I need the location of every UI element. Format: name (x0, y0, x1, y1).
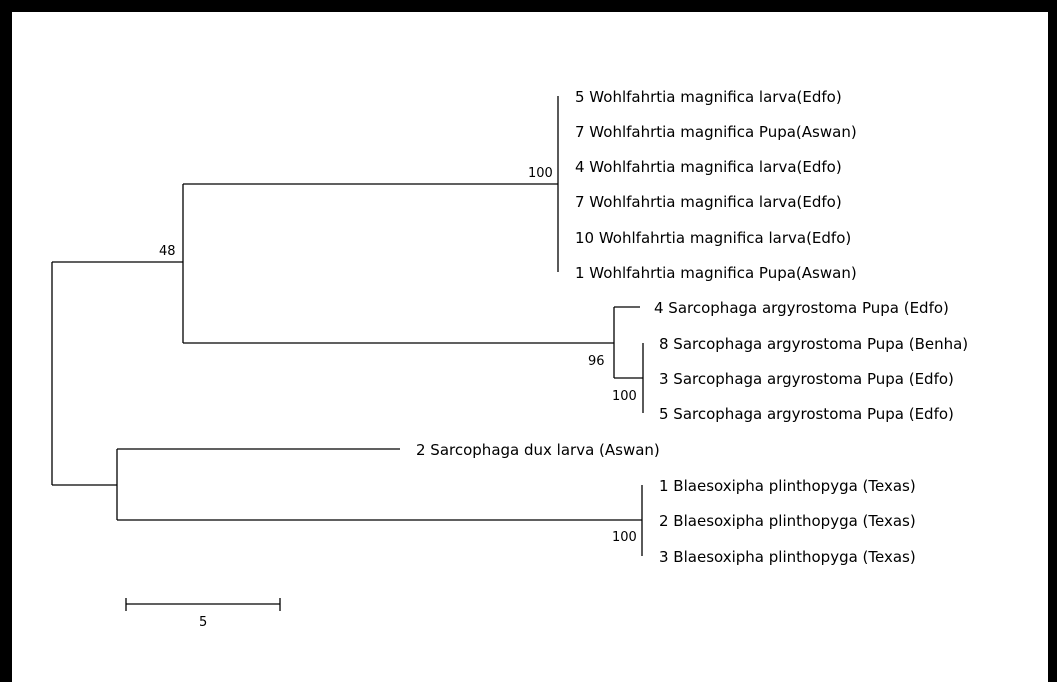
taxon-label: 8 Sarcophaga argyrostoma Pupa (Benha) (659, 335, 968, 353)
taxon-label: 1 Wohlfahrtia magnifica Pupa(Aswan) (575, 264, 857, 282)
support-value-node-96: 96 (588, 354, 605, 369)
support-value-wohlfahrtia: 100 (528, 166, 553, 181)
scale-bar: 5 (125, 598, 281, 630)
taxon-label: 5 Wohlfahrtia magnifica larva(Edfo) (575, 88, 842, 106)
taxon-label: 10 Wohlfahrtia magnifica larva(Edfo) (575, 229, 851, 247)
support-value-s-argyrostoma-subclade: 100 (612, 389, 637, 404)
taxon-label: 3 Blaesoxipha plinthopyga (Texas) (659, 548, 916, 566)
support-value-blaesoxipha: 100 (612, 530, 637, 545)
support-value-node-48: 48 (159, 244, 176, 259)
scale-bar-label: 5 (199, 615, 207, 630)
taxon-label: 1 Blaesoxipha plinthopyga (Texas) (659, 477, 916, 495)
taxon-label: 2 Sarcophaga dux larva (Aswan) (416, 441, 660, 459)
taxon-label: 4 Wohlfahrtia magnifica larva(Edfo) (575, 158, 842, 176)
taxon-label: 4 Sarcophaga argyrostoma Pupa (Edfo) (654, 299, 949, 317)
taxon-label: 5 Sarcophaga argyrostoma Pupa (Edfo) (659, 405, 954, 423)
taxon-label: 7 Wohlfahrtia magnifica Pupa(Aswan) (575, 123, 857, 141)
taxon-label: 7 Wohlfahrtia magnifica larva(Edfo) (575, 193, 842, 211)
taxon-label: 3 Sarcophaga argyrostoma Pupa (Edfo) (659, 370, 954, 388)
taxon-label: 2 Blaesoxipha plinthopyga (Texas) (659, 512, 916, 530)
